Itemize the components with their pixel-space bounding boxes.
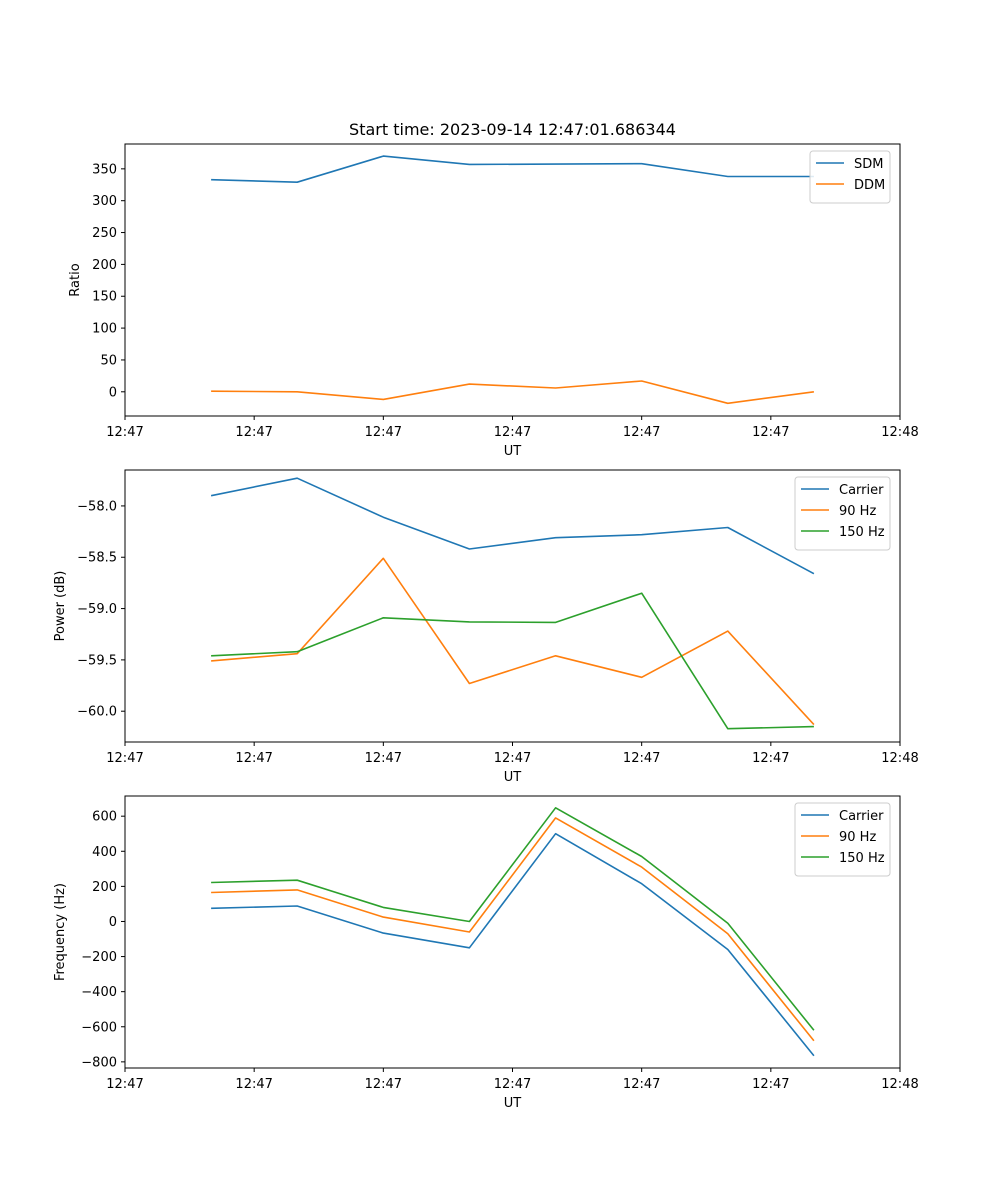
x-tick-label: 12:48 (881, 751, 918, 766)
x-tick-label: 12:47 (235, 425, 272, 440)
legend: Carrier 90 Hz 150 Hz (794, 802, 891, 877)
y-tick-label: 100 (92, 322, 117, 337)
y-axis-label: Ratio (68, 263, 83, 296)
legend-label-150-hz: 150 Hz (839, 851, 885, 866)
y-tick-label: 200 (92, 880, 117, 895)
x-tick-label: 12:47 (752, 1077, 789, 1092)
y-tick-label: 400 (92, 845, 117, 860)
chart-panel-3: 12:47 12:47 12:47 12:47 12:47 12:47 12:48 −800 −… (53, 795, 919, 1111)
x-tick-label: 12:47 (494, 425, 531, 440)
x-tick-label: 12:47 (752, 751, 789, 766)
chart-panel-2: 12:47 12:47 12:47 12:47 12:47 12:47 12:48 −60.0… (53, 469, 919, 785)
axes-frame (124, 143, 901, 417)
x-tick-label: 12:47 (752, 425, 789, 440)
series-line-sdm (211, 155, 814, 183)
y-tick-label: 0 (109, 915, 117, 930)
x-tick-label: 12:47 (623, 751, 660, 766)
x-tick-label: 12:47 (494, 1077, 531, 1092)
series-line-150-hz (211, 592, 814, 730)
x-tick-label: 12:47 (235, 751, 272, 766)
x-tick-label: 12:47 (365, 1077, 402, 1092)
chart-title: Start time: 2023-09-14 12:47:01.686344 (349, 120, 676, 139)
legend-label-carrier: Carrier (839, 809, 884, 824)
x-tick-label: 12:47 (623, 425, 660, 440)
x-tick-label: 12:47 (106, 1077, 143, 1092)
y-tick-label: −59.0 (77, 602, 117, 617)
legend-box (809, 150, 891, 204)
y-tick-label: −58.0 (77, 499, 117, 514)
x-tick-label: 12:47 (494, 751, 531, 766)
y-tick-label: 200 (92, 258, 117, 273)
x-tick-label: 12:47 (106, 425, 143, 440)
legend-label-ddm: DDM (854, 178, 885, 193)
series-line-90-hz (211, 557, 815, 726)
legend-label-90-hz: 90 Hz (839, 830, 876, 845)
y-axis-label: Frequency (Hz) (53, 883, 68, 981)
x-axis-label: UT (504, 1096, 522, 1111)
x-tick-label: 12:47 (623, 1077, 660, 1092)
legend-label-90-hz: 90 Hz (839, 504, 876, 519)
series-line-carrier (211, 832, 815, 1057)
x-tick-label: 12:47 (365, 751, 402, 766)
x-axis-label: UT (504, 444, 522, 459)
y-tick-label: 300 (92, 194, 117, 209)
axes-frame (124, 469, 901, 743)
y-tick-label: −400 (81, 985, 117, 1000)
y-tick-label: 350 (92, 162, 117, 177)
y-tick-label: 250 (92, 226, 117, 241)
y-tick-label: −60.0 (77, 705, 117, 720)
series-line-90-hz (211, 817, 815, 1042)
axes-frame (124, 795, 901, 1069)
y-tick-label: 50 (100, 353, 117, 368)
chart-panel-1: 12:47 12:47 12:47 12:47 12:47 12:47 12:48 0 50 10… (68, 120, 919, 459)
legend-label-carrier: Carrier (839, 483, 884, 498)
series-line-carrier (210, 477, 815, 575)
x-tick-label: 12:47 (235, 1077, 272, 1092)
y-tick-label: −600 (81, 1020, 117, 1035)
series-line-150-hz (211, 806, 815, 1031)
y-tick-label: 0 (109, 385, 117, 400)
y-axis-label: Power (dB) (53, 571, 68, 642)
y-tick-label: 600 (92, 810, 117, 825)
x-axis-label: UT (504, 770, 522, 785)
legend: SDM DDM (809, 150, 891, 204)
y-tick-label: −58.5 (77, 551, 117, 566)
legend: Carrier 90 Hz 150 Hz (794, 476, 891, 551)
x-tick-label: 12:48 (881, 1077, 918, 1092)
legend-label-sdm: SDM (854, 157, 883, 172)
y-tick-label: −59.5 (77, 653, 117, 668)
x-tick-label: 12:47 (365, 425, 402, 440)
x-tick-label: 12:47 (106, 751, 143, 766)
series-line-ddm (211, 380, 815, 405)
y-tick-label: −800 (81, 1055, 117, 1070)
legend-label-150-hz: 150 Hz (839, 525, 885, 540)
y-tick-label: −200 (81, 950, 117, 965)
y-tick-label: 150 (92, 290, 117, 305)
x-tick-label: 12:48 (881, 425, 918, 440)
